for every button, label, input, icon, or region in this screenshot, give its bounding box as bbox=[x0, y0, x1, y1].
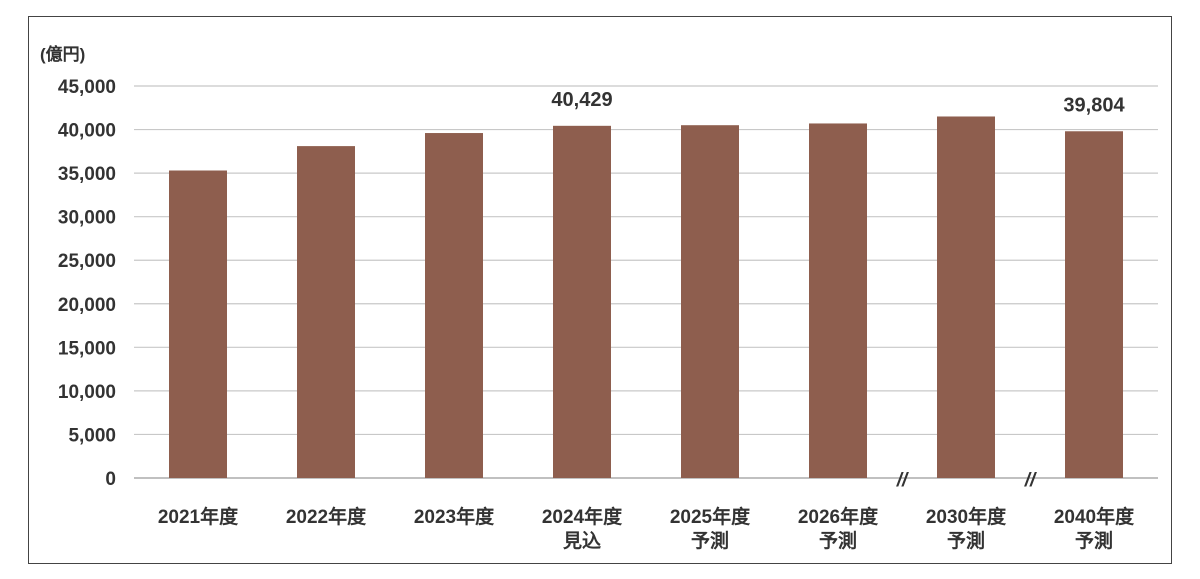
y-tick-label: 20,000 bbox=[58, 295, 116, 316]
x-category-label: 予測 bbox=[819, 529, 857, 552]
y-tick-label: 15,000 bbox=[58, 338, 116, 359]
axis-break-mark: // bbox=[896, 470, 909, 491]
x-category-label: 2030年度 bbox=[926, 505, 1007, 528]
data-label: 39,804 bbox=[1063, 94, 1125, 116]
y-tick-label: 25,000 bbox=[58, 251, 116, 272]
y-tick-label: 5,000 bbox=[68, 425, 116, 446]
y-tick-label: 35,000 bbox=[58, 164, 116, 185]
gridlines bbox=[134, 85, 1158, 479]
x-category-label: 予測 bbox=[947, 529, 985, 552]
y-tick-label: 10,000 bbox=[58, 382, 116, 403]
bar bbox=[553, 125, 611, 479]
axis-break-mark: // bbox=[1024, 470, 1037, 491]
bar bbox=[425, 133, 483, 479]
bar bbox=[1065, 131, 1123, 478]
x-category-label: 予測 bbox=[691, 529, 729, 552]
y-tick-label: 0 bbox=[105, 469, 116, 490]
x-category-label: 2026年度 bbox=[798, 505, 879, 528]
data-label: 40,429 bbox=[551, 89, 612, 111]
data-labels: 40,429 39,804 bbox=[551, 89, 1125, 116]
y-tick-label: 30,000 bbox=[58, 208, 116, 229]
bar bbox=[681, 125, 739, 478]
bar bbox=[937, 116, 995, 478]
x-category-label: 2024年度 bbox=[542, 505, 623, 528]
x-category-label: 見込 bbox=[563, 530, 601, 552]
x-category-label: 2025年度 bbox=[670, 505, 751, 528]
x-category-label: 2021年度 bbox=[158, 505, 239, 528]
y-tick-labels: 0 5,000 10,000 15,000 20,000 25,000 30,000 35,0… bbox=[58, 77, 116, 490]
bar bbox=[169, 170, 227, 478]
x-category-label: 2023年度 bbox=[414, 505, 495, 528]
bars bbox=[169, 116, 1123, 479]
y-tick-label: 45,000 bbox=[58, 77, 116, 98]
x-category-label: 予測 bbox=[1075, 529, 1113, 552]
bar bbox=[297, 146, 355, 478]
x-category-label: 2040年度 bbox=[1054, 505, 1135, 528]
y-tick-label: 40,000 bbox=[58, 121, 116, 142]
y-unit-label: (億円) bbox=[40, 44, 85, 64]
bar bbox=[809, 123, 867, 479]
x-category-label: 2022年度 bbox=[286, 505, 367, 528]
axis-breaks: // // bbox=[896, 470, 1037, 491]
x-category-labels: 2021年度 2022年度 2023年度 2024年度見込2025年度予測2026年度… bbox=[158, 505, 1135, 552]
